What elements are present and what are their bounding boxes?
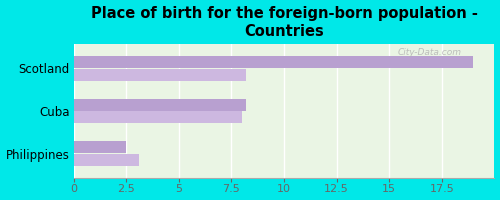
Bar <box>74 99 246 111</box>
Bar <box>74 56 473 68</box>
Text: City-Data.com: City-Data.com <box>398 48 462 57</box>
Bar <box>74 154 139 166</box>
Title: Place of birth for the foreign-born population -
Countries: Place of birth for the foreign-born popu… <box>90 6 478 39</box>
Bar <box>74 141 126 153</box>
Bar <box>74 69 246 81</box>
Bar <box>74 111 242 123</box>
